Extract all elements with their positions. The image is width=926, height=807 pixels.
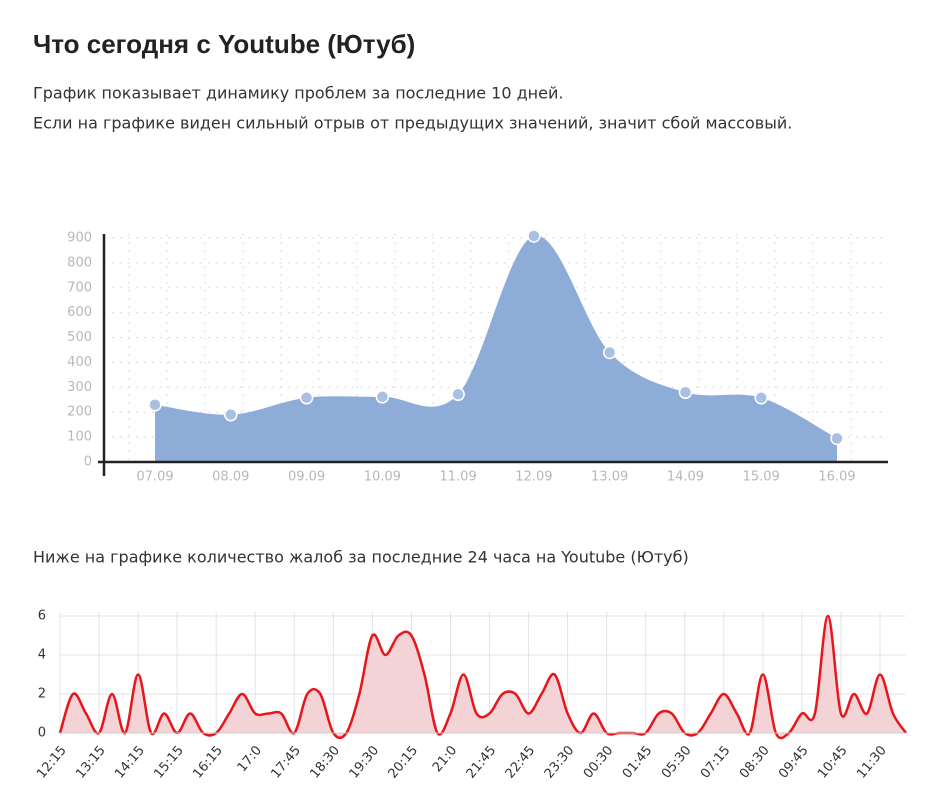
x-tick-label: 11:30	[854, 743, 890, 781]
x-tick-label: 00:30	[581, 743, 617, 781]
x-tick-label: 08.09	[212, 470, 249, 485]
y-tick-label: 200	[67, 405, 92, 420]
y-tick-label: 400	[67, 355, 92, 370]
y-tick-label: 6	[38, 609, 46, 624]
x-tick-label: 21:45	[464, 743, 500, 781]
point	[678, 385, 693, 400]
point	[527, 229, 541, 243]
chart-title: Ниже на графике количество жалоб за посл…	[33, 548, 689, 567]
point	[299, 391, 314, 405]
x-tick-label: 08:30	[737, 743, 773, 781]
x-tick-label: 01:45	[620, 743, 656, 781]
x-tick-label: 11.09	[440, 470, 477, 485]
x-tick-label: 18:30	[307, 743, 343, 781]
x-tick-label: 20:15	[386, 743, 422, 781]
x-tick-label: 10.09	[364, 470, 401, 485]
description: График показывает динамику проблем за по…	[33, 84, 563, 103]
x-tick-label: 12.09	[515, 470, 552, 485]
x-tick-label: 12:15	[34, 743, 70, 781]
y-tick-label: 0	[38, 726, 46, 741]
point	[451, 387, 465, 402]
point	[148, 398, 162, 412]
y-tick-label: 100	[67, 430, 92, 445]
x-tick-label: 14:15	[112, 743, 148, 781]
page-title: Что сегодня с Youtube (Ютуб)	[33, 29, 415, 59]
x-tick-label: 13.09	[591, 470, 628, 485]
area	[60, 616, 906, 739]
x-tick-label: 17:0	[235, 743, 265, 775]
y-tick-label: 4	[38, 648, 46, 663]
y-tick-label: 500	[67, 330, 92, 345]
y-tick-label: 900	[67, 231, 92, 246]
x-tick-label: 17:45	[268, 743, 304, 781]
x-tick-label: 07.09	[136, 470, 173, 485]
x-tick-label: 15:15	[151, 743, 187, 781]
x-tick-label: 21:0	[430, 743, 460, 775]
y-tick-label: 0	[84, 455, 92, 470]
y-tick-label: 300	[67, 380, 92, 395]
x-tick-label: 14.09	[667, 470, 704, 485]
description: Если на графике виден сильный отрыв от п…	[33, 114, 792, 133]
x-tick-label: 16.09	[818, 470, 855, 485]
x-tick-label: 22:45	[503, 743, 539, 781]
line	[58, 614, 908, 740]
x-tick-label: 10:45	[815, 743, 851, 781]
x-tick-label: 15.09	[743, 470, 780, 485]
point	[602, 345, 617, 360]
x-tick-label: 13:15	[73, 743, 109, 781]
x-tick-label: 16:15	[190, 743, 226, 781]
point	[754, 391, 768, 405]
point	[375, 390, 390, 404]
point	[224, 407, 238, 422]
area	[155, 235, 837, 462]
x-tick-label: 09.09	[288, 470, 325, 485]
y-tick-label: 800	[67, 255, 92, 270]
x-tick-label: 23:30	[542, 743, 578, 781]
x-tick-label: 07:15	[698, 743, 734, 781]
x-tick-label: 19:30	[347, 743, 383, 781]
x-tick-label: 09:45	[776, 743, 812, 781]
point	[830, 431, 844, 446]
y-tick-label: 600	[67, 305, 92, 320]
y-tick-label: 2	[38, 687, 46, 702]
y-tick-label: 700	[67, 280, 92, 295]
x-tick-label: 05:30	[659, 743, 695, 781]
